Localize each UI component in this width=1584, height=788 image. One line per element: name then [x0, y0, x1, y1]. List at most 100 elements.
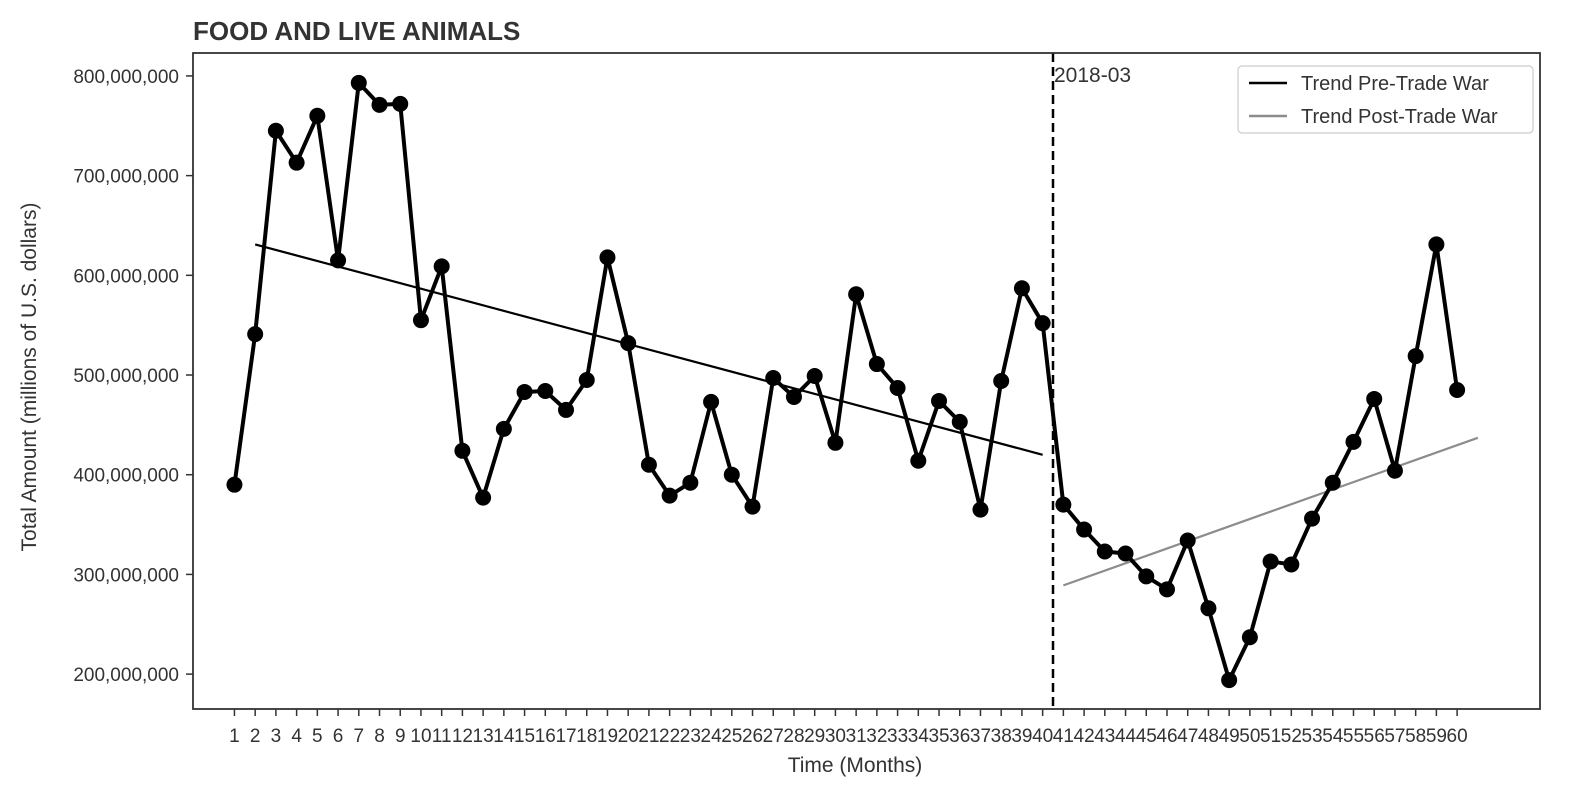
data-point [910, 452, 927, 469]
y-tick-label: 300,000,000 [73, 565, 179, 586]
data-point [744, 498, 761, 515]
data-point [1366, 390, 1383, 407]
x-tick-label: 19 [597, 726, 618, 747]
data-point [1304, 510, 1321, 527]
data-point [1283, 556, 1300, 573]
data-point [371, 96, 388, 113]
data-point [931, 392, 948, 409]
x-tick-label: 50 [1239, 726, 1260, 747]
data-point [1096, 543, 1113, 560]
data-point [288, 154, 305, 171]
data-point [827, 434, 844, 451]
data-point [1034, 315, 1051, 332]
x-tick-label: 48 [1198, 726, 1219, 747]
data-point [454, 442, 471, 459]
data-point [392, 95, 409, 112]
x-tick-label: 24 [701, 726, 723, 747]
data-point [993, 373, 1010, 389]
y-tick-label: 500,000,000 [73, 366, 179, 387]
x-tick-label: 37 [970, 726, 991, 747]
x-tick-label: 10 [410, 726, 431, 747]
x-tick-label: 57 [1384, 726, 1405, 747]
x-tick-label: 40 [1032, 726, 1053, 747]
trend-line-pre [254, 243, 1043, 456]
x-tick-label: 36 [949, 726, 970, 747]
data-point [785, 388, 802, 405]
data-point [330, 252, 347, 269]
data-point [661, 487, 678, 504]
data-point [475, 489, 492, 506]
data-point [723, 466, 740, 483]
data-point [309, 107, 326, 124]
x-tick-label: 47 [1177, 726, 1198, 747]
x-tick-label: 34 [908, 726, 930, 747]
data-point [765, 370, 782, 387]
data-point [868, 356, 885, 373]
x-tick-label: 13 [473, 726, 494, 747]
data-point [1262, 553, 1279, 570]
data-point [1076, 521, 1093, 538]
x-tick-label: 28 [783, 726, 804, 747]
data-point [558, 401, 575, 418]
x-tick-label: 55 [1343, 726, 1364, 747]
data-point [1345, 433, 1362, 450]
x-tick-label: 35 [928, 726, 949, 747]
x-tick-label: 32 [866, 726, 887, 747]
legend-box [1237, 65, 1534, 134]
data-point [951, 413, 968, 430]
data-point [1428, 236, 1445, 253]
data-point [1055, 496, 1072, 513]
x-tick-label: 8 [374, 726, 385, 747]
data-point [889, 379, 906, 396]
data-point [1200, 600, 1217, 617]
x-tick-label: 52 [1281, 726, 1302, 747]
data-point [433, 258, 450, 275]
data-point [1221, 672, 1238, 689]
data-point [1449, 381, 1466, 398]
legend-label: Trend Pre-Trade War [1301, 73, 1489, 95]
data-point [1324, 474, 1341, 491]
data-point [537, 382, 554, 399]
data-point [682, 474, 699, 491]
x-tick-label: 14 [493, 726, 515, 747]
x-tick-label: 6 [333, 726, 344, 747]
y-tick-label: 800,000,000 [73, 67, 179, 88]
x-tick-label: 7 [353, 726, 364, 747]
data-point [226, 476, 243, 493]
x-tick-label: 54 [1322, 726, 1344, 747]
data-point [640, 456, 657, 473]
x-tick-label: 56 [1364, 726, 1385, 747]
data-point [267, 122, 284, 139]
series-line [232, 80, 1460, 683]
x-tick-label: 11 [432, 726, 452, 747]
y-tick-label: 200,000,000 [73, 665, 179, 686]
x-tick-label: 46 [1156, 726, 1177, 747]
y-tick-label: 400,000,000 [73, 466, 179, 487]
data-point [1386, 462, 1403, 479]
data-point [1117, 545, 1134, 562]
data-point [1158, 581, 1175, 598]
x-tick-label: 3 [271, 726, 282, 747]
x-tick-label: 4 [291, 726, 302, 747]
x-tick-label: 26 [742, 726, 763, 747]
chart-title: FOOD AND LIVE ANIMALS [193, 16, 520, 46]
data-point [1241, 629, 1258, 646]
x-tick-label: 5 [312, 726, 323, 747]
x-tick-label: 58 [1405, 726, 1426, 747]
data-point [1138, 568, 1155, 585]
data-point [1179, 532, 1196, 549]
x-tick-label: 2 [250, 726, 261, 747]
x-tick-label: 53 [1301, 726, 1322, 747]
x-tick-label: 31 [846, 726, 867, 747]
x-tick-label: 39 [1011, 726, 1032, 747]
x-tick-label: 1 [229, 726, 240, 747]
data-point [578, 372, 595, 389]
x-tick-label: 22 [659, 726, 680, 747]
legend-label: Trend Post-Trade War [1301, 106, 1498, 128]
x-tick-label: 27 [763, 726, 784, 747]
x-tick-label: 25 [721, 726, 742, 747]
x-tick-label: 38 [991, 726, 1012, 747]
plot-area: 200,000,000 300,000,000 400,000,000 500,000… [73, 52, 1541, 747]
x-tick-label: 16 [535, 726, 556, 747]
